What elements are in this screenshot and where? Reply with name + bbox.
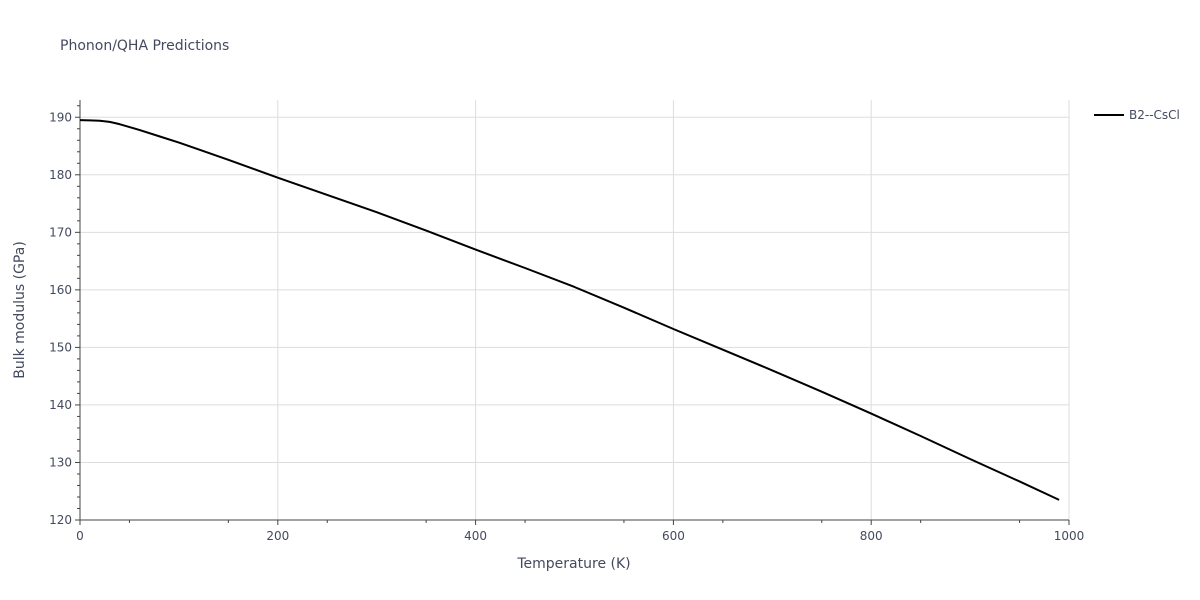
x-tick-label: 200 bbox=[266, 529, 289, 543]
series-line-0[interactable] bbox=[79, 119, 1060, 501]
x-axis-title: Temperature (K) bbox=[516, 556, 630, 572]
legend-label-b2-cscl: B2--CsCl bbox=[1129, 108, 1180, 122]
series-layer bbox=[79, 119, 1060, 501]
y-tick-label: 130 bbox=[49, 455, 72, 469]
x-grid bbox=[277, 100, 1070, 520]
y-grid bbox=[80, 116, 1069, 463]
y-tick-label: 150 bbox=[49, 340, 72, 354]
x-tick-label: 800 bbox=[860, 529, 883, 543]
y-tick-label: 170 bbox=[49, 225, 72, 239]
y-tick-label: 120 bbox=[49, 513, 72, 527]
y-tick-label: 160 bbox=[49, 283, 72, 297]
y-tick-label: 180 bbox=[49, 168, 72, 182]
x-tick-label: 0 bbox=[76, 529, 84, 543]
x-ticks: 0 200 400 600 800 1000 bbox=[76, 520, 1084, 543]
x-tick-label: 1000 bbox=[1054, 529, 1085, 543]
legend[interactable]: B2--CsCl bbox=[1094, 108, 1180, 122]
y-tick-label: 140 bbox=[49, 398, 72, 412]
axes bbox=[79, 100, 1069, 521]
x-tick-label: 600 bbox=[662, 529, 685, 543]
x-tick-label: 400 bbox=[464, 529, 487, 543]
chart-title: Phonon/QHA Predictions bbox=[60, 38, 229, 54]
y-ticks: 120 130 140 150 160 170 180 190 bbox=[49, 105, 80, 527]
y-tick-label: 190 bbox=[49, 110, 72, 124]
y-axis-title: Bulk modulus (GPa) bbox=[12, 241, 28, 379]
